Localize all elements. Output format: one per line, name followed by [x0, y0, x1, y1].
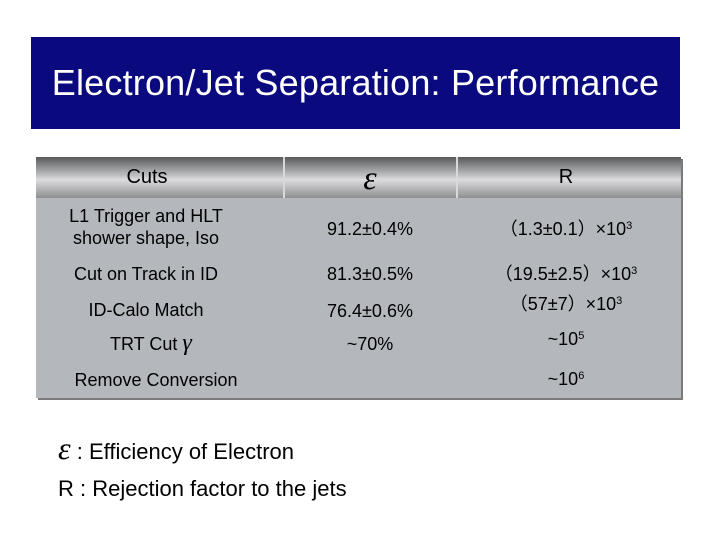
table-row-5-rejection: ~106 — [547, 369, 585, 389]
table-row-4-efficiency: ~70% — [346, 334, 394, 354]
header-rejection: R — [558, 166, 574, 188]
table-row-2-efficiency: 81.3±0.5% — [327, 264, 413, 284]
table-row-1-rejection: （1.3±0.1）×103 — [499, 219, 633, 239]
table-row-5-cut: Remove Conversion — [74, 370, 238, 390]
rejection-note: R : Rejection factor to the jets — [58, 476, 347, 501]
table-row-3-cut: ID-Calo Match — [88, 300, 204, 320]
header-divider-1 — [283, 157, 285, 198]
table-row-4-cut: TRT Cut γ — [110, 330, 192, 356]
header-cuts: Cuts — [126, 166, 168, 188]
table-row-1-cut: L1 Trigger and HLT shower shape, Iso — [69, 206, 223, 248]
page-title: Electron/Jet Separation: Performance — [51, 62, 660, 103]
table-header — [36, 157, 681, 198]
epsilon-note-symbol: ε — [58, 430, 71, 466]
table-row-2-rejection: （19.5±2.5）×103 — [494, 264, 638, 284]
title-bar: Electron/Jet Separation: Performance — [31, 37, 680, 129]
gamma-symbol: γ — [182, 330, 192, 356]
header-divider-2 — [456, 157, 458, 198]
table-row-2-cut: Cut on Track in ID — [73, 264, 219, 284]
table-row-3-efficiency: 76.4±0.6% — [327, 301, 413, 321]
performance-table: Cuts ε R L1 Trigger and HLT shower shape… — [36, 157, 683, 400]
table-row-1-efficiency: 91.2±0.4% — [327, 219, 413, 239]
epsilon-note: ε : Efficiency of Electron — [58, 430, 294, 467]
table-row-3-rejection: （57±7）×103 — [509, 294, 623, 314]
header-efficiency-symbol: ε — [363, 160, 377, 197]
table-row-4-rejection: ~105 — [547, 329, 585, 349]
epsilon-note-text: : Efficiency of Electron — [76, 439, 294, 464]
